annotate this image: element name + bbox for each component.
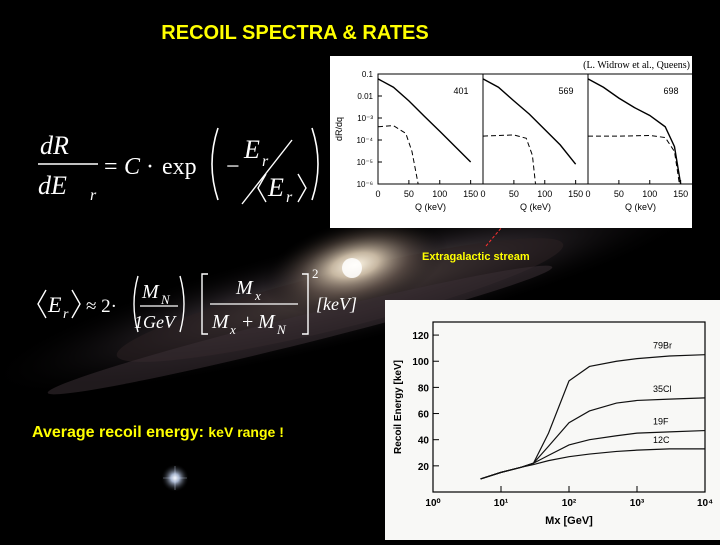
recoil-series-line: [480, 397, 706, 480]
avg-range: keV range !: [208, 424, 284, 440]
avg-energy-note: Average recoil energy: keV range !: [32, 424, 284, 442]
spectra-total-line: [377, 78, 472, 163]
eq2-plus: +: [242, 311, 253, 333]
eq2-mx2: M: [211, 311, 230, 333]
spectra-total-line: [482, 78, 577, 165]
recoil-y-tick-label: 80: [418, 383, 430, 394]
eq1-equals: =: [104, 154, 118, 180]
recoil-series-line: [480, 429, 706, 480]
eq2-mn2-sub: N: [276, 322, 287, 337]
spectra-x-tick-label: 0: [480, 189, 485, 199]
spectra-y-tick-label: 10⁻³: [357, 114, 373, 123]
recoil-x-label: Mx [GeV]: [545, 515, 593, 527]
recoil-x-tick-label: 10¹: [494, 498, 509, 509]
recoil-series-label: 19F: [653, 417, 669, 427]
spectra-x-tick-label: 50: [614, 189, 624, 199]
spectra-y-label: dR/dq: [334, 117, 344, 141]
recoil-series-label: 35Cl: [653, 384, 672, 394]
recoil-y-tick-label: 40: [418, 436, 430, 447]
spectra-x-tick-label: 50: [509, 189, 519, 199]
eq2-power: 2: [312, 266, 319, 281]
spectra-x-tick-label: 150: [568, 189, 583, 199]
eq1-c: C: [124, 154, 141, 180]
spectra-x-tick-label: 0: [585, 189, 590, 199]
spectra-stream-line: [588, 135, 680, 185]
eq1-exp: exp: [162, 154, 197, 180]
recoil-y-tick-label: 60: [418, 410, 430, 421]
eq1-den: dE: [38, 171, 67, 200]
spectra-panel-label: 401: [453, 86, 468, 96]
spectra-panel-label: 698: [663, 86, 678, 96]
eq2-approx: ≈ 2·: [86, 296, 117, 317]
recoil-x-tick-label: 10⁰: [425, 498, 440, 509]
stream-label: Extragalactic stream: [422, 251, 530, 263]
recoil-y-tick-label: 100: [412, 357, 429, 368]
eq2-mn-sub: N: [160, 292, 171, 307]
recoil-x-tick-label: 10³: [630, 498, 645, 509]
recoil-y-label: Recoil Energy [keV]: [393, 360, 404, 454]
eq2-mx-sub: x: [254, 288, 261, 303]
slide-title: RECOIL SPECTRA & RATES: [161, 22, 429, 44]
eq2-mx2-sub: x: [229, 322, 236, 337]
spectra-x-label: Q (keV): [625, 202, 656, 212]
spectra-stream-line: [377, 125, 419, 185]
avg-label: Average recoil energy:: [32, 424, 204, 441]
spectra-x-tick-label: 100: [642, 189, 657, 199]
spectra-plot: 401 0 50 100 150 Q (keV) 569 0 50 100 150 Q (keV) 69…: [334, 70, 694, 212]
recoil-y-tick-label: 120: [412, 331, 429, 342]
spectra-y-tick-label: 10⁻⁴: [356, 136, 373, 145]
spectra-y-tick-label: 0.01: [357, 92, 373, 101]
eq1-e: E: [243, 135, 260, 164]
eq1-den-sub: r: [90, 187, 97, 204]
spectra-x-tick-label: 0: [375, 189, 380, 199]
spectra-x-label: Q (keV): [415, 202, 446, 212]
spectra-x-tick-label: 100: [537, 189, 552, 199]
spectra-x-tick-label: 100: [432, 189, 447, 199]
eq1-er-sub: r: [286, 189, 293, 206]
recoil-figure: 10⁰ 10¹ 10² 10³ 10⁴ 20 40 60 80 100 120 79Br 35Cl 19F…: [385, 300, 720, 540]
rate-equation: dR dE r = C · exp − E r E r: [38, 127, 319, 206]
eq1-er: E: [267, 173, 284, 202]
spectra-figure: (L. Widrow et al., Queens) 401 0 50 100 150 Q…: [330, 56, 694, 228]
spectra-panel-label: 569: [558, 86, 573, 96]
recoil-series-line: [480, 448, 705, 480]
recoil-plot: 10⁰ 10¹ 10² 10³ 10⁴ 20 40 60 80 100 120 79Br 35Cl 19F…: [393, 321, 713, 527]
eq1-num: dR: [40, 131, 69, 160]
spectra-y-tick-label: 0.1: [362, 70, 374, 79]
spectra-x-tick-label: 50: [404, 189, 414, 199]
spectra-x-tick-label: 150: [463, 189, 478, 199]
eq2-e: E: [47, 292, 62, 317]
eq1-dot: ·: [146, 154, 154, 180]
eq1-e-sub: r: [262, 153, 269, 170]
spectra-x-label: Q (keV): [520, 202, 551, 212]
spectra-stream-line: [482, 134, 536, 185]
mean-energy-equation: E r ≈ 2· M N 1GeV M x M x + M N 2 [keV]: [37, 266, 357, 337]
recoil-series-line: [480, 354, 706, 480]
eq2-mn2: M: [257, 311, 276, 333]
recoil-x-tick-label: 10²: [562, 498, 577, 509]
recoil-series-label: 12C: [653, 435, 670, 445]
spectra-total-line: [587, 78, 682, 185]
eq2-e-sub: r: [63, 307, 69, 322]
spectra-y-tick-label: 10⁻⁶: [357, 180, 373, 189]
eq2-gev: 1GeV: [134, 312, 177, 332]
spectra-x-tick-label: 150: [673, 189, 688, 199]
eq2-mx: M: [235, 277, 254, 299]
citation: (L. Widrow et al., Queens): [583, 60, 690, 71]
eq2-mn: M: [141, 281, 160, 303]
recoil-y-tick-label: 20: [418, 462, 430, 473]
recoil-x-tick-label: 10⁴: [697, 498, 713, 509]
recoil-series-label: 79Br: [653, 341, 672, 351]
eq1-minus: −: [226, 154, 240, 180]
spectra-y-tick-label: 10⁻⁵: [357, 158, 373, 167]
eq2-unit: [keV]: [316, 294, 357, 314]
